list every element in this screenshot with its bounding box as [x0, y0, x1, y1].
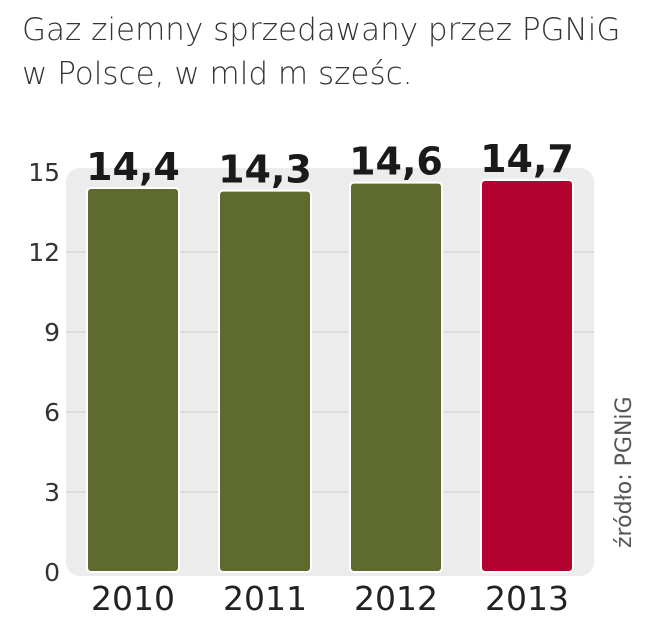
x-tick-label-2012: 2012 [354, 579, 438, 618]
y-tick-label: 12 [28, 238, 60, 267]
y-tick-label: 9 [44, 318, 60, 347]
x-axis: 2010 2011 2012 2013 [91, 579, 569, 618]
chart-subtitle: w Polsce, w mld m sześc. [22, 56, 413, 92]
x-tick-label-2011: 2011 [223, 579, 307, 618]
y-tick-label: 15 [28, 158, 60, 187]
bar-2012 [349, 181, 443, 574]
bar-2013 [480, 179, 574, 573]
source-note: źródło: PGNiG [612, 396, 637, 548]
plot-background [66, 168, 594, 576]
y-tick-label: 3 [44, 478, 60, 507]
bar-2011 [218, 189, 312, 574]
chart-title-line1: Gaz ziemny sprzedawany przez PGNiG [22, 12, 621, 48]
bars [86, 179, 574, 574]
chart-title: Gaz ziemny sprzedawany przez PGNiG w Pol… [22, 8, 620, 96]
x-tick-label-2013: 2013 [485, 579, 569, 618]
value-label-2010: 14,4 [86, 145, 180, 189]
x-tick-label-2010: 2010 [91, 579, 175, 618]
value-label-2013: 14,7 [480, 137, 574, 181]
bar-2010 [86, 187, 180, 573]
value-label-2011: 14,3 [218, 148, 312, 192]
y-tick-label: 0 [44, 558, 60, 587]
value-labels: 14,4 14,3 14,6 14,7 [86, 137, 574, 192]
y-axis: 0 3 6 9 12 15 [28, 158, 60, 587]
y-tick-label: 6 [44, 398, 60, 427]
value-label-2012: 14,6 [349, 140, 443, 184]
